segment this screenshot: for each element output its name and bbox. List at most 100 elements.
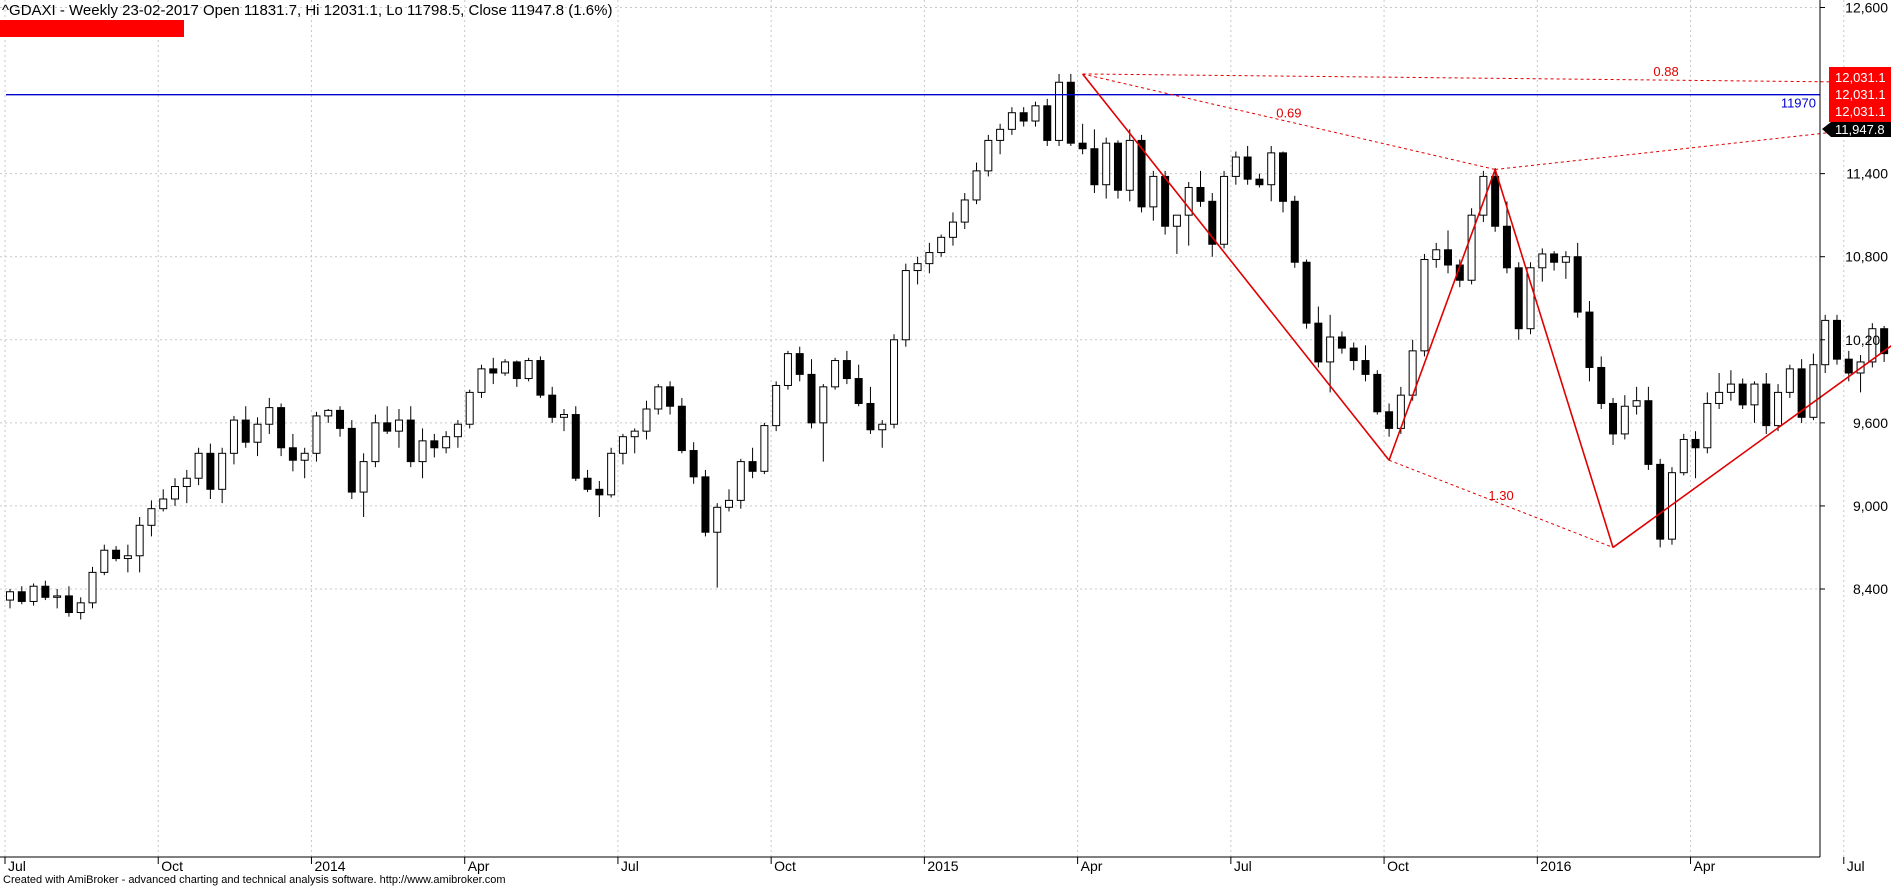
close-tag: 11,947.8: [1835, 122, 1885, 137]
candle-body-down: [512, 361, 521, 380]
candle-97: [1149, 170, 1158, 221]
candle-body-down: [795, 353, 804, 375]
candle-10: [123, 544, 132, 573]
pattern-leg-1: [1388, 169, 1496, 461]
pattern-ratio-line-1: [1388, 459, 1614, 548]
candle-11: [135, 516, 144, 573]
candle-88: [1043, 98, 1052, 146]
candle-body-down: [112, 549, 121, 560]
y-axis-labels: 8,400 9,000 9,600 10,200 10,800 11,400 12,600: [1820, 0, 1888, 597]
candle-58: [689, 442, 698, 484]
x-tick-label-3: Apr: [468, 858, 490, 874]
candle-38: [453, 420, 462, 448]
candle-51: [607, 447, 616, 498]
candle-body-down: [336, 409, 345, 429]
candle-body-down: [1585, 311, 1594, 368]
candle-16: [194, 447, 203, 486]
candle-126: [1491, 168, 1500, 232]
candle-12: [147, 500, 156, 537]
candle-8: [100, 544, 109, 576]
candle-47: [559, 409, 568, 432]
hi-tag-2: 12,031.1: [1835, 87, 1886, 102]
candle-body-up: [524, 360, 533, 380]
candle-114: [1349, 342, 1358, 371]
candle-body-up: [960, 199, 969, 223]
candle-77: [913, 256, 922, 285]
candle-52: [618, 433, 627, 465]
candle-37: [442, 431, 451, 454]
candle-body-up: [371, 422, 380, 463]
pattern-ratio-line-3: [1082, 73, 1891, 83]
candle-104: [1231, 151, 1240, 185]
candle-body-up: [1750, 383, 1759, 406]
x-tick-label-11: Apr: [1694, 858, 1716, 874]
candle-80: [948, 212, 957, 246]
candle-body-down: [41, 585, 50, 598]
candle-body-down: [406, 419, 415, 463]
candle-13: [159, 489, 168, 512]
candle-93: [1102, 137, 1111, 199]
candle-body-up: [453, 423, 462, 438]
candle-body-down: [595, 488, 604, 496]
candle-72: [854, 364, 863, 407]
candle-116: [1373, 370, 1382, 415]
candle-147: [1738, 378, 1747, 410]
candle-68: [807, 359, 816, 429]
candle-body-up: [559, 414, 568, 418]
candle-body-up: [1620, 405, 1629, 435]
y-tick-label-5: 11,400: [1846, 166, 1888, 182]
candle-155: [1832, 314, 1841, 365]
close-tag-arrow: [1822, 122, 1831, 137]
candle-body-down: [1880, 328, 1889, 355]
candle-body-down: [1762, 383, 1771, 427]
candle-body-up: [394, 419, 403, 432]
candle-body-down: [64, 595, 73, 614]
candle-body-up: [1809, 364, 1818, 418]
candle-body-up: [465, 391, 474, 425]
candle-body-down: [430, 440, 439, 449]
candle-65: [772, 381, 781, 432]
candle-body-up: [359, 461, 368, 493]
x-axis-labels: Jul Oct 2014 Apr Jul Oct 2015 Apr Jul Oct 2016 Apr J…: [4, 857, 1865, 874]
candle-78: [925, 242, 934, 274]
candle-6: [76, 597, 85, 620]
candle-body-up: [1031, 105, 1040, 122]
candle-96: [1137, 134, 1146, 213]
candle-36: [430, 433, 439, 458]
candle-body-up: [29, 585, 38, 602]
candle-body-up: [1479, 175, 1488, 216]
candle-body-down: [1113, 142, 1122, 191]
horizontal-line[interactable]: 11970: [6, 94, 1820, 111]
candle-159: [1880, 325, 1889, 362]
candle-131: [1550, 251, 1559, 271]
candle-body-down: [701, 476, 710, 533]
candle-body-down: [807, 373, 816, 424]
candle-body-down: [1550, 253, 1559, 263]
candle-106: [1255, 173, 1264, 188]
candle-body-down: [1514, 267, 1523, 330]
candle-83: [984, 134, 993, 177]
candle-20: [241, 406, 250, 448]
candle-59: [701, 469, 710, 537]
candle-body-up: [618, 436, 627, 454]
candle-108: [1278, 151, 1287, 213]
candle-body-down: [17, 591, 26, 602]
pattern-leg-0: [1081, 73, 1390, 461]
candle-74: [878, 420, 887, 448]
candle-92: [1090, 129, 1099, 194]
candle-body-up: [948, 221, 957, 238]
candle-body-up: [1774, 391, 1783, 427]
candle-body-up: [135, 524, 144, 557]
candle-94: [1113, 140, 1122, 199]
candle-101: [1196, 170, 1205, 207]
candle-85: [1007, 107, 1016, 135]
candle-67: [795, 346, 804, 382]
candle-body-up: [501, 361, 510, 374]
candle-body-up: [1467, 214, 1476, 281]
y-tick-label-0: 8,400: [1853, 581, 1888, 597]
candle-body-down: [1208, 200, 1217, 245]
candle-body-down: [347, 427, 356, 493]
title-badge: [0, 20, 184, 37]
candle-body-up: [642, 408, 651, 432]
candle-body-up: [1679, 438, 1688, 474]
